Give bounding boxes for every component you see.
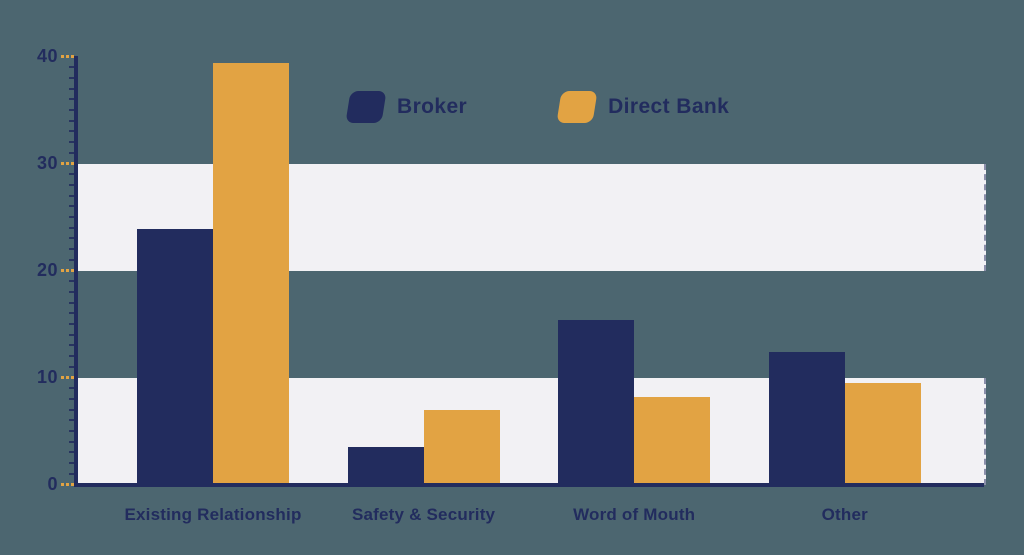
bar-broker-word-of-mouth (558, 319, 635, 485)
y-minor-tick (69, 312, 74, 315)
bar-broker-other (768, 351, 845, 485)
y-tick-mark-40 (61, 55, 75, 58)
y-minor-tick (69, 66, 74, 69)
legend-item-direct-bank[interactable]: Direct Bank (556, 91, 730, 123)
y-minor-tick (69, 440, 74, 443)
bar-direct-bank-safety-security (423, 409, 500, 485)
y-minor-tick (69, 258, 74, 261)
x-axis (74, 483, 984, 487)
y-minor-tick (69, 151, 74, 154)
x-category-label-existing-relationship: Existing Relationship (124, 505, 302, 524)
y-minor-tick (69, 183, 74, 186)
y-tick-label-0: 0 (47, 473, 58, 494)
bar-broker-existing-relationship (137, 228, 213, 485)
bar-direct-bank-existing-relationship (213, 62, 289, 485)
direct-bank-swatch-icon (556, 91, 598, 123)
y-minor-tick (69, 205, 74, 208)
legend: Broker Direct Bank (345, 91, 730, 123)
x-category-label-word-of-mouth: Word of Mouth (573, 505, 696, 524)
y-minor-tick (69, 451, 74, 454)
y-tick-mark-20 (61, 269, 75, 272)
y-minor-tick (69, 98, 74, 101)
y-minor-tick (69, 419, 74, 422)
x-category-label-safety-security: Safety & Security (351, 505, 496, 524)
y-minor-tick (69, 397, 74, 400)
y-tick-mark-30 (61, 162, 75, 165)
y-minor-tick (69, 173, 74, 176)
y-minor-tick (69, 472, 74, 475)
bar-direct-bank-word-of-mouth (634, 396, 711, 485)
y-minor-tick (69, 194, 74, 197)
legend-label-direct-bank: Direct Bank (608, 95, 730, 118)
y-axis (74, 56, 78, 487)
y-minor-tick (69, 344, 74, 347)
y-minor-tick (69, 462, 74, 465)
y-minor-tick (69, 365, 74, 368)
y-minor-tick (69, 290, 74, 293)
bar-direct-bank-other (844, 382, 921, 485)
y-minor-tick (69, 355, 74, 358)
y-minor-tick (69, 87, 74, 90)
y-minor-tick (69, 248, 74, 251)
y-tick-label-30: 30 (36, 152, 58, 173)
broker-swatch-icon (345, 91, 387, 123)
y-minor-tick (69, 216, 74, 218)
y-minor-tick (69, 280, 74, 283)
x-category-label-other: Other (821, 505, 868, 524)
y-tick-mark-10 (61, 376, 75, 379)
y-minor-tick (69, 333, 74, 336)
y-minor-tick (69, 141, 74, 144)
legend-item-broker[interactable]: Broker (345, 91, 468, 123)
bar-broker-safety-security (347, 447, 424, 485)
y-tick-mark-0 (61, 483, 75, 486)
y-minor-tick (69, 387, 74, 390)
y-minor-tick (69, 226, 74, 229)
y-minor-tick (69, 323, 74, 325)
y-minor-tick (69, 76, 74, 79)
y-minor-tick (69, 408, 74, 411)
y-minor-tick (69, 430, 74, 432)
y-minor-tick (69, 301, 74, 304)
y-tick-label-40: 40 (36, 45, 58, 66)
y-minor-tick (69, 109, 74, 111)
y-minor-tick (69, 130, 74, 133)
y-minor-tick (69, 119, 74, 122)
y-tick-label-20: 20 (36, 259, 58, 280)
y-tick-label-10: 10 (36, 366, 58, 387)
legend-label-broker: Broker (397, 95, 468, 118)
y-minor-tick (69, 237, 74, 240)
